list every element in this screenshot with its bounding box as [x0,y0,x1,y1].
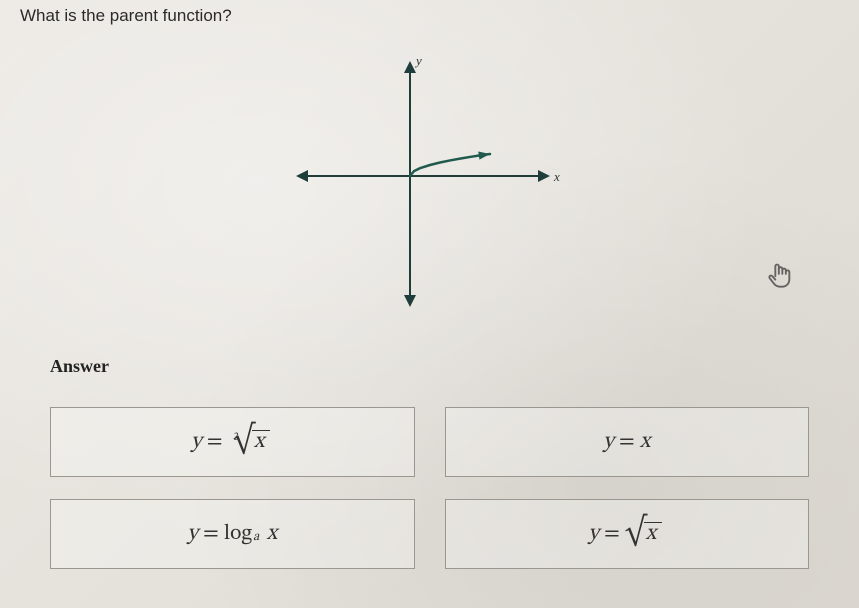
opt-log[interactable]: y = loga x [50,499,415,569]
pointer-cursor-icon [766,260,794,295]
svg-text:y: y [414,53,422,68]
opt-cuberoot[interactable]: y = 3√x [50,407,415,477]
equation: y = √x [588,520,665,548]
answer-heading: Answer [50,356,839,377]
question-text: What is the parent function? [20,6,839,26]
svg-text:x: x [553,169,560,184]
opt-sqrt[interactable]: y = √x [445,499,810,569]
graph-area: xy [20,36,839,326]
equation: y = 3√x [191,428,273,456]
opt-identity[interactable]: y = x [445,407,810,477]
equation: y = loga x [187,520,277,548]
answer-options: y = 3√x y = x y = loga x y = √x [20,407,839,569]
equation: y = x [603,428,650,456]
parent-function-graph: xy [290,51,570,311]
